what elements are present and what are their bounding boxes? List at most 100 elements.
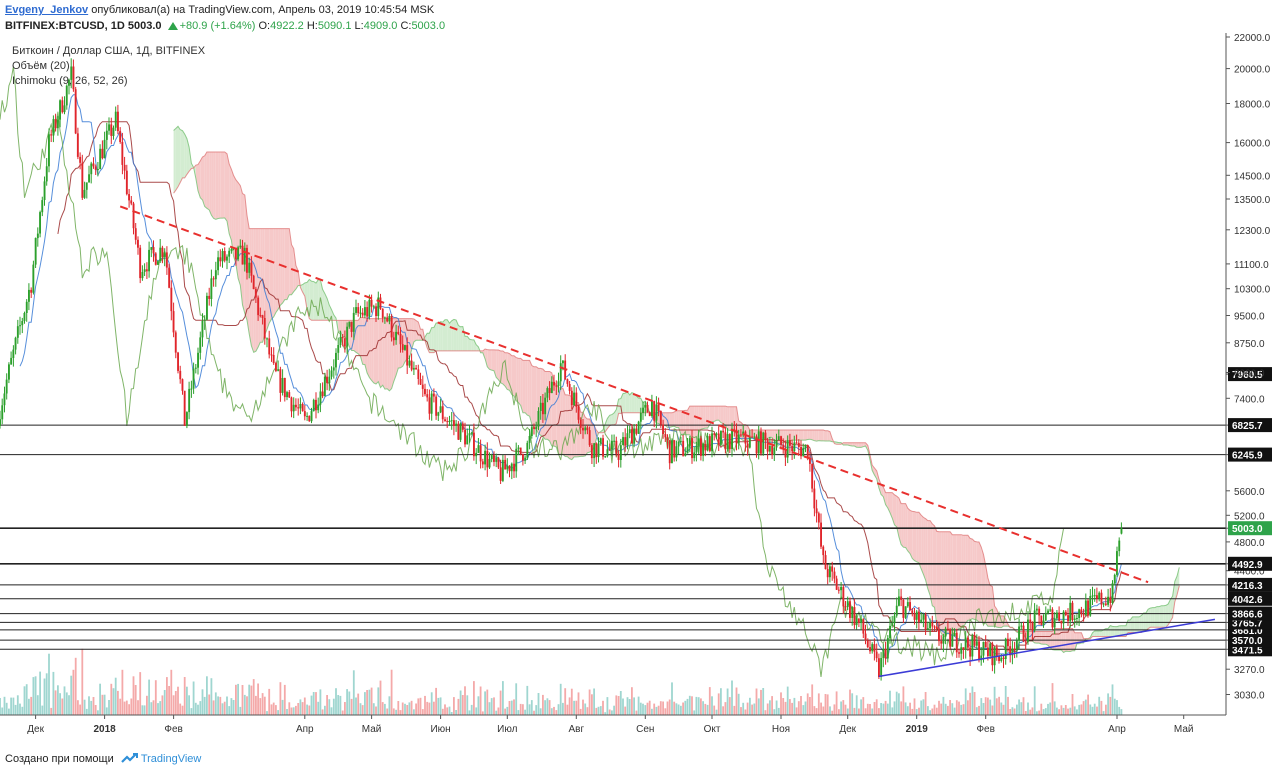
volume-bar — [266, 711, 268, 715]
candle — [771, 438, 774, 459]
volume-bar — [955, 700, 958, 715]
candle-body — [490, 455, 493, 459]
candle-body — [969, 647, 972, 657]
kumo-segment — [716, 406, 719, 421]
volume-bar — [886, 703, 889, 715]
kumo-segment — [954, 534, 957, 632]
volume-bar — [522, 704, 524, 715]
candle — [453, 412, 455, 436]
candle-body — [112, 127, 115, 136]
candle-body — [464, 429, 466, 445]
candle-body — [277, 369, 280, 371]
volume-bar — [90, 700, 93, 715]
volume-bar — [303, 697, 306, 715]
legend-volume: Объём (20) — [12, 60, 70, 72]
kumo-segment — [983, 554, 986, 624]
candle — [900, 588, 903, 607]
candle — [179, 365, 182, 384]
volume-bar — [628, 699, 631, 715]
volume-bar — [1107, 693, 1109, 715]
candle-body — [1027, 619, 1029, 642]
candle — [717, 426, 720, 451]
candle — [940, 635, 943, 650]
candle — [693, 446, 696, 462]
level-price-label: 6245.9 — [1232, 451, 1263, 462]
candle-body — [546, 388, 549, 398]
volume-bar — [255, 695, 257, 715]
kumo-segment — [783, 430, 786, 443]
kumo-segment — [511, 355, 514, 396]
candle — [1002, 655, 1005, 669]
candle — [241, 239, 244, 265]
candle-body — [958, 652, 960, 654]
candle — [1107, 588, 1109, 607]
volume-bar — [1118, 706, 1121, 715]
kumo-segment — [1145, 609, 1149, 632]
kumo-segment — [623, 393, 626, 413]
volume-bar — [1, 707, 4, 715]
candle-body — [486, 450, 489, 468]
candle — [117, 104, 119, 135]
candle-body — [1093, 595, 1096, 597]
candle — [751, 429, 753, 438]
kumo-segment — [560, 387, 563, 455]
volume-bar — [760, 689, 762, 715]
candle — [350, 321, 353, 338]
candle — [152, 240, 155, 262]
candle — [915, 609, 918, 629]
volume-bar — [998, 696, 1000, 715]
kumo-segment — [498, 350, 501, 383]
volume-bar — [63, 686, 66, 715]
volume-bar — [702, 701, 704, 715]
candle-body — [944, 628, 947, 637]
candle — [635, 424, 638, 436]
volume-bar — [292, 707, 295, 715]
volume-bar — [194, 702, 197, 715]
volume-bar — [306, 704, 308, 715]
level-price-badge — [1228, 556, 1272, 571]
volume-bar — [179, 703, 182, 715]
candle — [1035, 604, 1038, 615]
kumo-segment — [271, 228, 274, 320]
price-chart[interactable]: 3030.03270.03471.53570.03681.03765.73866… — [0, 33, 1280, 748]
candle-body — [150, 247, 153, 250]
volume-bar — [802, 705, 805, 715]
price-tick-label: 8000.0 — [1234, 369, 1265, 380]
candle — [384, 316, 386, 324]
volume-bar — [715, 709, 718, 715]
tradingview-brand-link[interactable]: TradingView — [140, 753, 202, 765]
volume-bar — [653, 703, 656, 715]
volume-bar — [795, 707, 798, 715]
volume-bar — [606, 697, 609, 715]
candle-body — [786, 440, 789, 458]
candle — [586, 424, 589, 435]
price-tick-label: 20000.0 — [1234, 65, 1271, 76]
volume-bar — [1011, 707, 1014, 715]
volume-bar — [168, 686, 170, 715]
time-tick-label: Май — [1174, 724, 1194, 735]
kumo-segment — [231, 169, 234, 257]
kumo-segment — [311, 281, 314, 321]
candle — [1071, 600, 1074, 622]
kumo-segment — [885, 492, 888, 508]
candle — [426, 389, 429, 402]
volume-bar — [860, 699, 862, 715]
candle — [989, 642, 992, 659]
candle-body — [239, 245, 242, 248]
candle — [310, 407, 313, 424]
candle — [971, 633, 974, 661]
volume-bar — [1000, 702, 1003, 715]
candle — [165, 246, 168, 275]
volume-bar — [190, 708, 193, 715]
candle — [582, 419, 584, 439]
candle — [958, 648, 960, 658]
legend-ichimoku: Ichimoku (9, 26, 52, 26) — [12, 75, 128, 87]
candle-body — [183, 390, 186, 426]
volume-bar — [473, 681, 475, 715]
kumo-segment — [936, 531, 939, 629]
author-link[interactable]: Evgeny_Jenkov — [5, 4, 89, 16]
candle — [980, 647, 983, 666]
volume-bar — [644, 705, 647, 715]
candle — [1009, 637, 1012, 663]
candle-body — [622, 437, 624, 446]
